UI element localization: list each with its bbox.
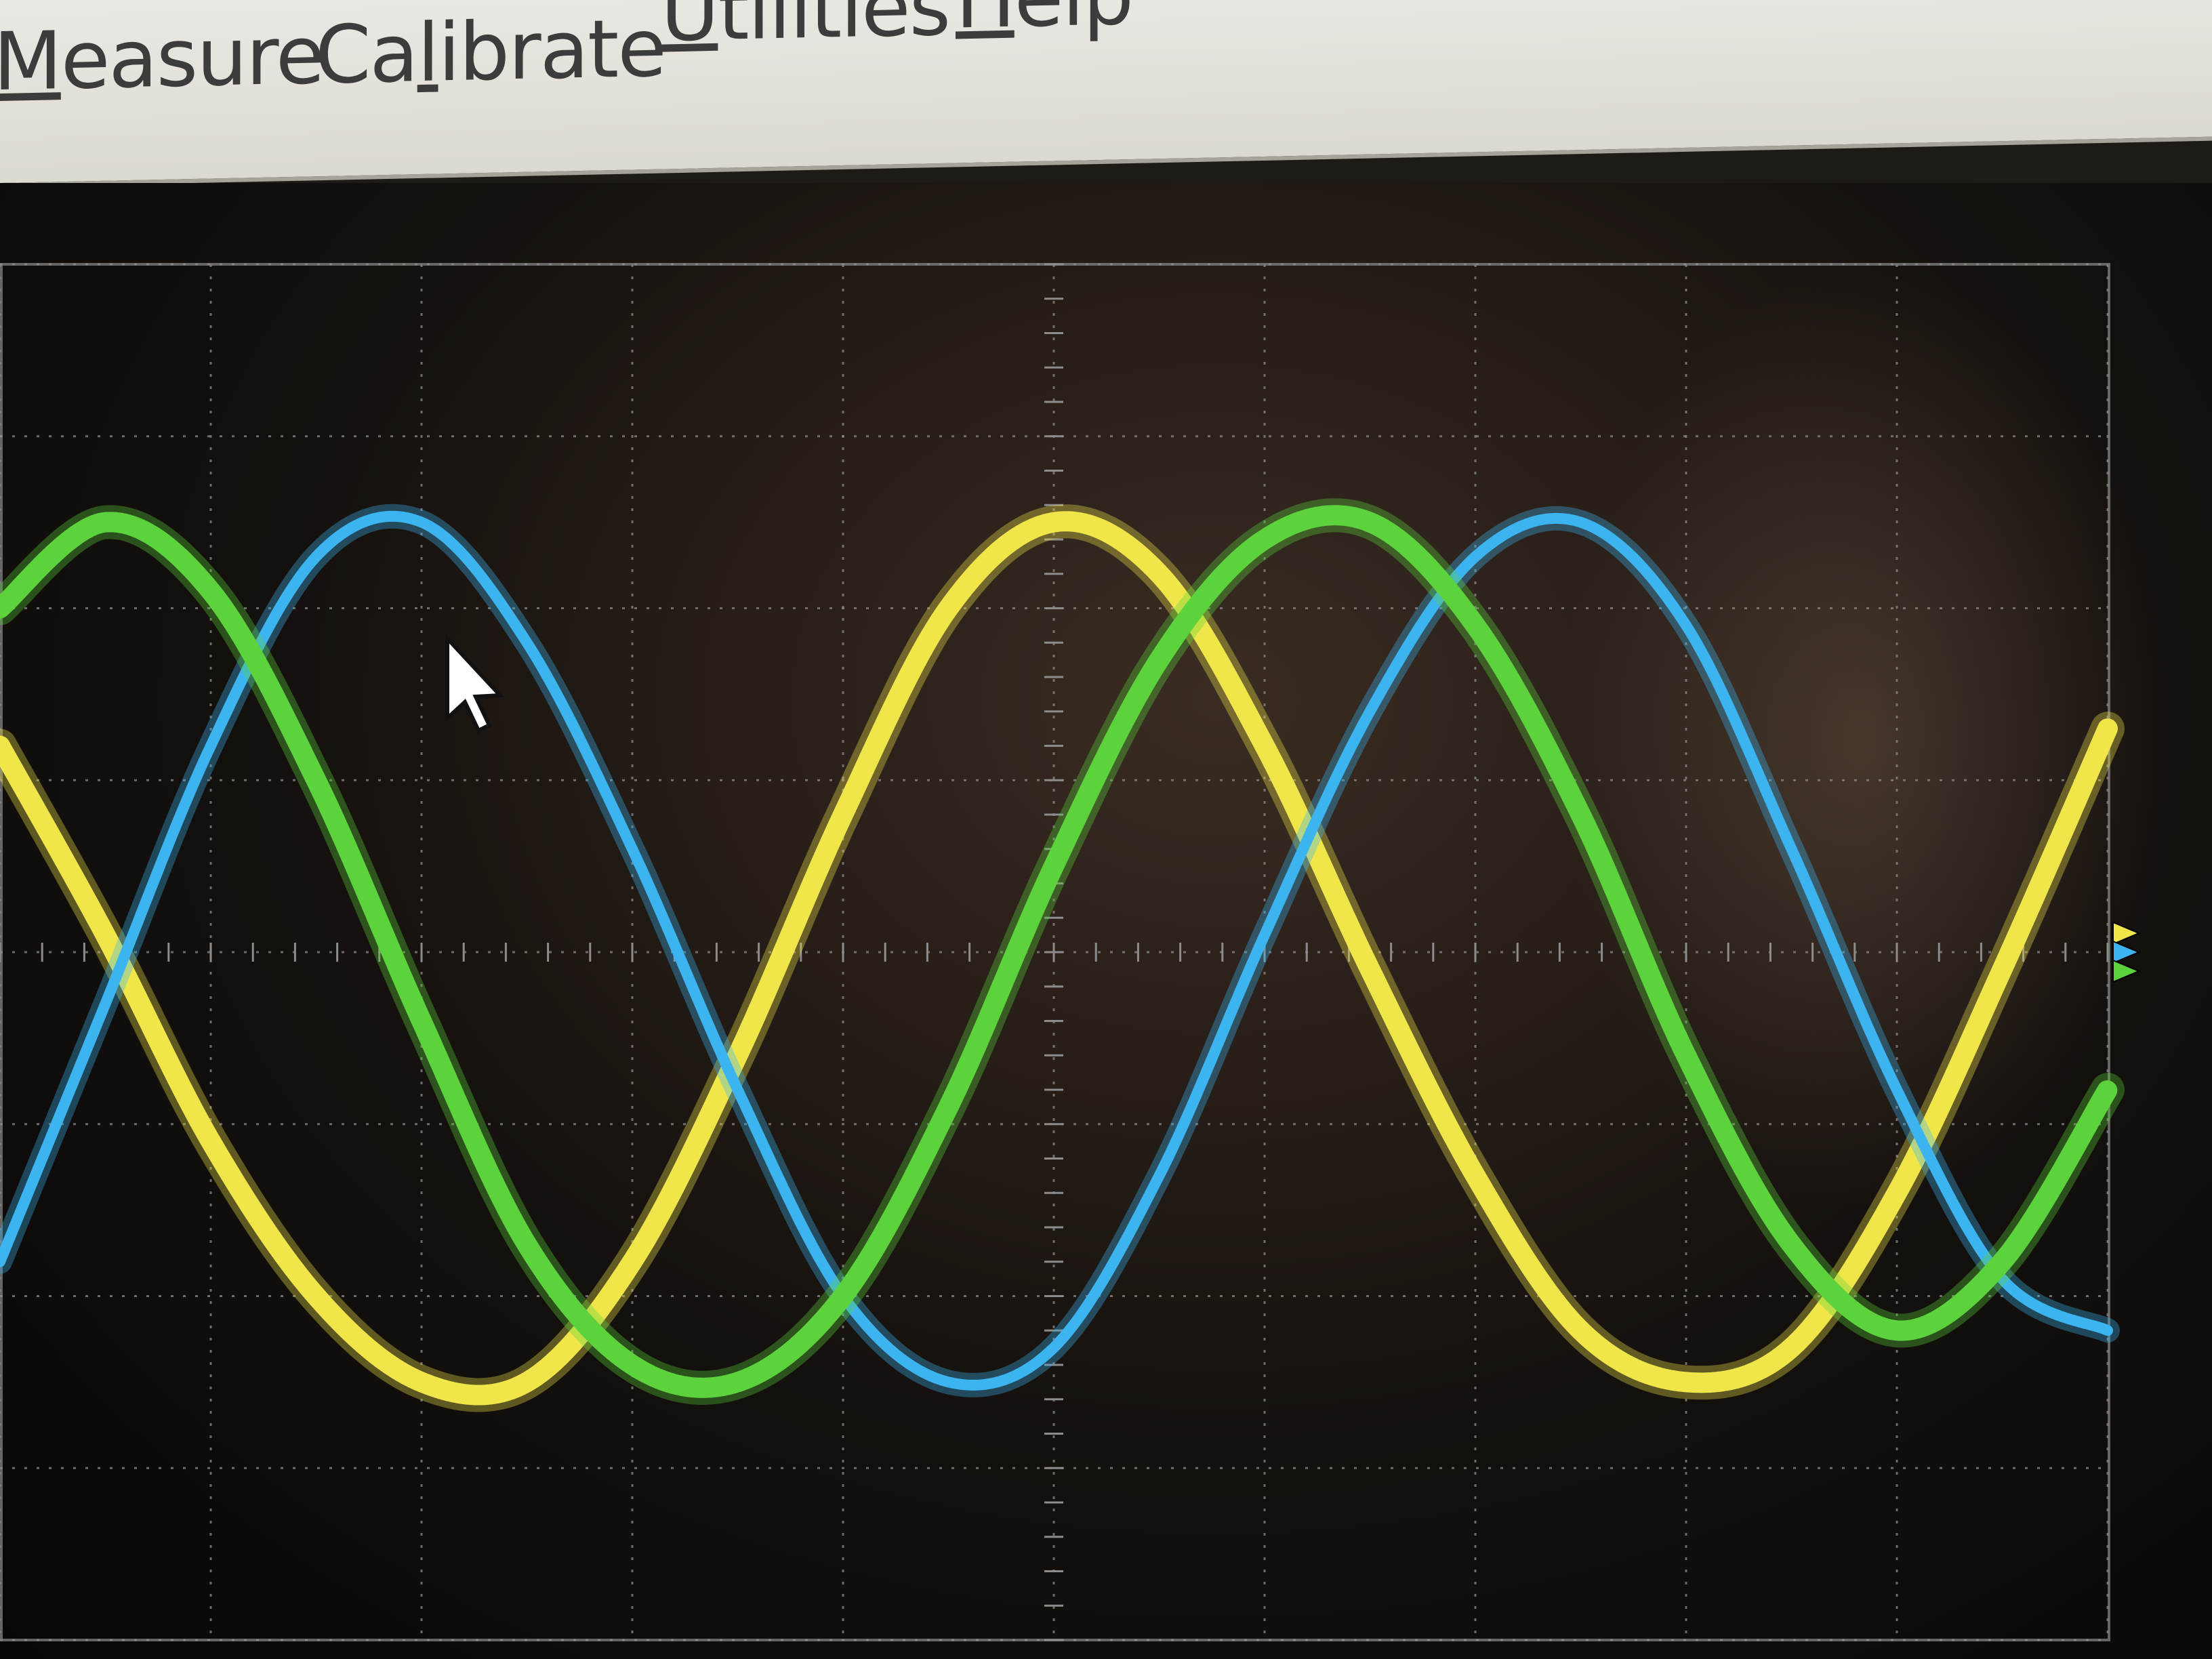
channel-1-trace-sample: [1368, 968, 1372, 971]
channel-ground-markers: [2112, 921, 2141, 983]
channel-1-trace-sample: [420, 1380, 423, 1384]
channel-3-trace-sample: [631, 1364, 634, 1366]
channel-3-trace-sample: [1685, 1054, 1687, 1057]
menu-calibrate-text-a: Ca: [315, 6, 417, 102]
channel-3-trace-sample: [104, 520, 107, 524]
channel-2-trace-sample: [736, 1088, 739, 1091]
channel-3-trace-sample: [1896, 1329, 1898, 1332]
menu-measure[interactable]: Measure: [0, 8, 324, 108]
channel-3-trace-sample: [314, 779, 318, 782]
channel-3-trace-sample: [420, 1019, 423, 1023]
channel-2-trace-sample: [420, 520, 423, 524]
channel-1-trace-sample: [314, 1294, 318, 1298]
channel-3-trace-sample: [525, 1243, 529, 1246]
channel-2-trace-sample: [1158, 1174, 1161, 1177]
menu-utilities-mnemonic: U: [661, 0, 718, 60]
graticule: [0, 263, 2110, 1641]
channel-2-trace-sample: [1052, 1346, 1055, 1349]
menu-help-mnemonic: H: [956, 0, 1015, 46]
channel-3-trace-sample: [947, 1105, 950, 1109]
channel-1-trace-sample: [525, 1380, 529, 1384]
channel-2-trace-sample: [2106, 1329, 2109, 1332]
channel-2-trace-sample: [1474, 555, 1477, 558]
channel-1-trace-sample: [1263, 744, 1266, 747]
menu-measure-text-b: easure: [60, 7, 324, 108]
channel-1-trace-sample: [2001, 968, 2004, 971]
channel-2-trace-sample: [1263, 933, 1266, 937]
channel-2-ground-marker: [2112, 940, 2141, 964]
channel-3-trace-sample: [842, 1294, 844, 1298]
channel-1-trace-sample: [1579, 1329, 1582, 1332]
menu-help[interactable]: Help: [956, 0, 1132, 46]
channel-1-trace-sample: [1685, 1380, 1687, 1384]
channel-3-trace-sample: [1158, 658, 1161, 661]
channel-1-trace-sample: [1158, 572, 1161, 575]
channel-1-trace-sample: [842, 813, 844, 816]
channel-2-trace-sample: [1685, 623, 1687, 627]
channel-3-trace-sample: [0, 607, 1, 610]
channel-3-trace-sample: [2106, 1088, 2109, 1091]
channel-2-trace-sample: [314, 555, 318, 558]
channel-3-trace-sample: [736, 1380, 739, 1384]
channel-2-trace-sample: [631, 847, 634, 851]
channel-1-trace-sample: [947, 607, 950, 610]
channel-2-trace-sample: [0, 1260, 1, 1263]
channel-2-trace-sample: [525, 641, 529, 644]
channel-2-trace-sample: [1896, 1088, 1898, 1091]
menu-measure-mnemonic: M: [0, 14, 61, 109]
menu-utilities[interactable]: Utilities: [661, 0, 949, 60]
menu-calibrate[interactable]: Calibrate: [315, 1, 665, 102]
channel-3-trace-sample: [1263, 538, 1266, 541]
channel-2-trace-sample: [1368, 710, 1372, 713]
channel-3-trace-sample: [1474, 623, 1477, 627]
channel-1-trace-sample: [209, 1140, 212, 1143]
channel-3-trace-sample: [1790, 1243, 1793, 1246]
channel-1-trace-sample: [1790, 1346, 1793, 1349]
channel-1-trace-sample: [0, 744, 1, 747]
channel-2-trace-sample: [947, 1380, 950, 1384]
channel-1-trace-sample: [631, 1260, 634, 1263]
oscilloscope-screen: [0, 183, 2212, 1659]
menu-calibrate-text-b: ibrate: [438, 1, 665, 100]
channel-1-trace-sample: [104, 933, 107, 937]
channel-3-trace-sample: [209, 590, 212, 593]
channel-2-trace-sample: [1579, 520, 1582, 524]
channel-1-trace-sample: [1896, 1191, 1898, 1195]
channel-3-trace-sample: [2001, 1260, 2004, 1263]
channel-2-trace-sample: [1790, 847, 1793, 851]
channel-3-ground-marker: [2112, 959, 2141, 983]
channel-1-ground-marker: [2112, 921, 2141, 945]
channel-3-trace-sample: [1368, 520, 1372, 524]
waveform-display: [0, 263, 2141, 1641]
menu-calibrate-mnemonic: l: [417, 5, 438, 100]
waveform-traces: [0, 498, 2125, 1412]
channel-1-trace-sample: [1474, 1174, 1477, 1177]
menu-bar: Measure Calibrate Utilities Help: [0, 0, 2212, 188]
channel-2-trace-sample: [209, 744, 212, 747]
channel-1-trace-sample: [1052, 520, 1055, 524]
channel-3-trace-sample: [1579, 813, 1582, 816]
channel-2-trace-sample: [2001, 1277, 2004, 1281]
channel-2-trace-sample: [104, 1002, 107, 1006]
mouse-pointer-icon: [445, 633, 505, 734]
channel-3-trace-sample: [1052, 865, 1055, 868]
menu-utilities-text-b: tilities: [718, 0, 950, 58]
channel-1-trace-sample: [2106, 727, 2109, 731]
menu-help-text-b: elp: [1015, 0, 1132, 45]
channel-1-trace-sample: [736, 1054, 739, 1057]
